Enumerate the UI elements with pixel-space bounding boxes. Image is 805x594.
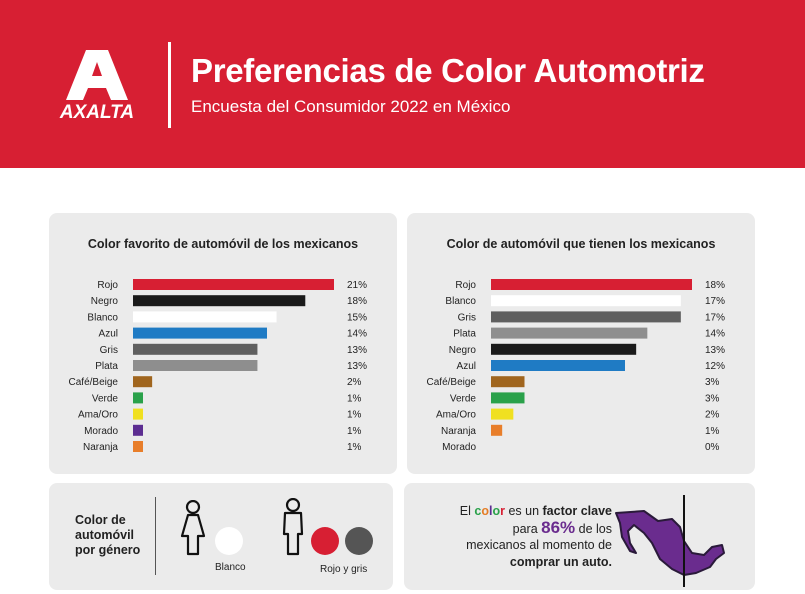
category-label: Blanco bbox=[87, 312, 118, 323]
fact-percent: 86% bbox=[541, 517, 576, 537]
value-label: 12% bbox=[705, 361, 725, 372]
value-label: 13% bbox=[705, 345, 725, 356]
value-label: 3% bbox=[705, 393, 720, 404]
bar bbox=[133, 408, 143, 420]
female-caption: Blanco bbox=[215, 562, 246, 573]
male-gray-dot bbox=[345, 527, 373, 555]
bar bbox=[133, 311, 277, 323]
female-white-dot bbox=[215, 527, 243, 555]
category-label: Plata bbox=[453, 329, 476, 340]
header-banner: AXALTA Preferencias de Color Automotriz … bbox=[0, 0, 805, 168]
value-label: 14% bbox=[705, 329, 725, 340]
value-label: 1% bbox=[347, 393, 362, 404]
bar bbox=[133, 343, 258, 355]
category-label: Blanco bbox=[445, 296, 476, 307]
category-label: Gris bbox=[458, 312, 476, 323]
value-label: 13% bbox=[347, 345, 367, 356]
value-label: 18% bbox=[347, 296, 367, 307]
value-label: 21% bbox=[347, 280, 367, 291]
axalta-a-icon bbox=[66, 50, 128, 100]
bar bbox=[133, 360, 258, 371]
value-label: 3% bbox=[705, 377, 720, 388]
value-label: 1% bbox=[705, 426, 720, 437]
category-label: Negro bbox=[91, 296, 119, 307]
page-title: Preferencias de Color Automotriz bbox=[191, 52, 705, 89]
category-label: Azul bbox=[457, 361, 476, 372]
value-label: 1% bbox=[347, 410, 362, 421]
category-label: Naranja bbox=[83, 442, 118, 453]
mexico-map-icon bbox=[615, 495, 725, 587]
category-label: Negro bbox=[449, 345, 477, 356]
bar bbox=[133, 279, 334, 290]
bar bbox=[491, 360, 625, 371]
fact-panel: El color es un factor clave para 86% de … bbox=[404, 483, 755, 590]
chart-title-favorite: Color favorito de automóvil de los mexic… bbox=[87, 237, 359, 251]
gender-divider bbox=[155, 497, 156, 575]
category-label: Morado bbox=[84, 426, 118, 437]
favorite-color-panel: Color favorito de automóvil de los mexic… bbox=[49, 213, 397, 474]
category-label: Ama/Oro bbox=[436, 410, 476, 421]
value-label: 2% bbox=[705, 410, 720, 421]
category-label: Naranja bbox=[441, 426, 476, 437]
value-label: 13% bbox=[347, 361, 367, 372]
category-label: Azul bbox=[99, 329, 118, 340]
category-label: Verde bbox=[92, 393, 119, 404]
brand-name: AXALTA bbox=[59, 102, 135, 123]
male-icon bbox=[282, 498, 304, 556]
bar bbox=[491, 408, 514, 420]
value-label: 14% bbox=[347, 329, 367, 340]
category-label: Plata bbox=[95, 361, 118, 372]
bar bbox=[133, 392, 143, 404]
value-label: 18% bbox=[705, 280, 725, 291]
value-label: 15% bbox=[347, 312, 367, 323]
fact-text: El color es un factor clave para 86% de … bbox=[459, 504, 612, 569]
value-label: 1% bbox=[347, 426, 362, 437]
bar bbox=[133, 327, 267, 339]
category-label: Gris bbox=[100, 345, 118, 356]
owned-color-chart: Rojo 18% Blanco 17% Gris 17% Plata 14% Negro 13% A… bbox=[427, 279, 725, 453]
category-label: Rojo bbox=[455, 280, 476, 291]
category-label: Rojo bbox=[97, 280, 118, 291]
bar bbox=[133, 424, 143, 436]
value-label: 2% bbox=[347, 377, 362, 388]
bar bbox=[491, 279, 692, 290]
bar bbox=[491, 424, 503, 436]
category-label: Verde bbox=[450, 393, 477, 404]
bar bbox=[133, 441, 143, 452]
value-label: 1% bbox=[347, 442, 362, 453]
bar bbox=[491, 327, 648, 339]
bar bbox=[491, 311, 681, 323]
male-red-dot bbox=[311, 527, 339, 555]
axalta-logo: AXALTA bbox=[48, 50, 146, 123]
category-label: Café/Beige bbox=[427, 377, 477, 388]
chart-title-owned: Color de automóvil que tienen los mexica… bbox=[446, 237, 716, 251]
bar bbox=[491, 392, 525, 404]
category-label: Morado bbox=[442, 442, 476, 453]
bar bbox=[491, 343, 637, 355]
gender-panel: Color de automóvil por género Blanco Roj… bbox=[49, 483, 393, 590]
value-label: 0% bbox=[705, 442, 720, 453]
bar bbox=[491, 376, 525, 388]
bar bbox=[491, 295, 681, 307]
owned-color-panel: Color de automóvil que tienen los mexica… bbox=[407, 213, 755, 474]
page-subtitle: Encuesta del Consumidor 2022 en México bbox=[191, 97, 511, 116]
category-label: Café/Beige bbox=[69, 377, 119, 388]
value-label: 17% bbox=[705, 312, 725, 323]
female-icon bbox=[180, 500, 206, 556]
gender-label: Color de automóvil por género bbox=[75, 513, 141, 557]
category-label: Ama/Oro bbox=[78, 410, 118, 421]
male-caption: Rojo y gris bbox=[320, 564, 368, 575]
header-divider bbox=[168, 42, 171, 128]
bar bbox=[133, 295, 306, 307]
bar bbox=[133, 376, 153, 388]
favorite-color-chart: Rojo 21% Negro 18% Blanco 15% Azul 14% Gris 13% Pl… bbox=[69, 279, 367, 453]
value-label: 17% bbox=[705, 296, 725, 307]
